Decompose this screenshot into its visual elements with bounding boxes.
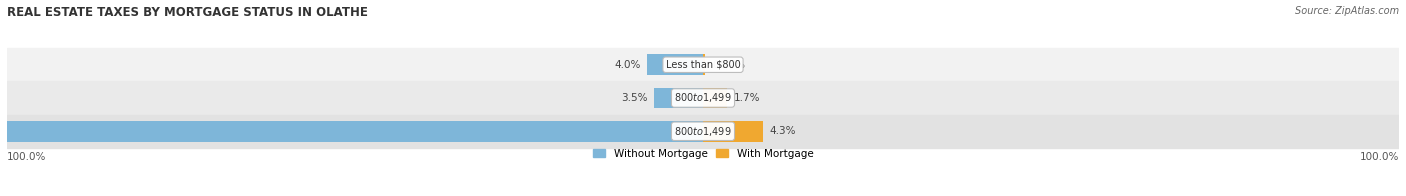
Bar — [0, 121, 703, 142]
Text: 4.3%: 4.3% — [770, 126, 796, 136]
Text: 3.5%: 3.5% — [621, 93, 647, 103]
Bar — [654, 88, 703, 108]
Text: REAL ESTATE TAXES BY MORTGAGE STATUS IN OLATHE: REAL ESTATE TAXES BY MORTGAGE STATUS IN … — [7, 6, 368, 19]
Bar — [7, 115, 1399, 148]
Text: Source: ZipAtlas.com: Source: ZipAtlas.com — [1295, 6, 1399, 16]
Text: 100.0%: 100.0% — [1360, 152, 1399, 162]
Bar — [7, 81, 1399, 115]
Bar — [7, 48, 1399, 81]
Bar — [703, 54, 706, 75]
Text: Less than $800: Less than $800 — [665, 60, 741, 70]
Legend: Without Mortgage, With Mortgage: Without Mortgage, With Mortgage — [591, 147, 815, 161]
Text: 100.0%: 100.0% — [7, 152, 46, 162]
Text: $800 to $1,499: $800 to $1,499 — [675, 125, 731, 138]
Text: 4.0%: 4.0% — [614, 60, 640, 70]
Bar — [703, 88, 727, 108]
Bar — [647, 54, 703, 75]
Text: $800 to $1,499: $800 to $1,499 — [675, 92, 731, 104]
Bar — [703, 121, 763, 142]
Text: 1.7%: 1.7% — [734, 93, 761, 103]
Text: 0.17%: 0.17% — [713, 60, 745, 70]
